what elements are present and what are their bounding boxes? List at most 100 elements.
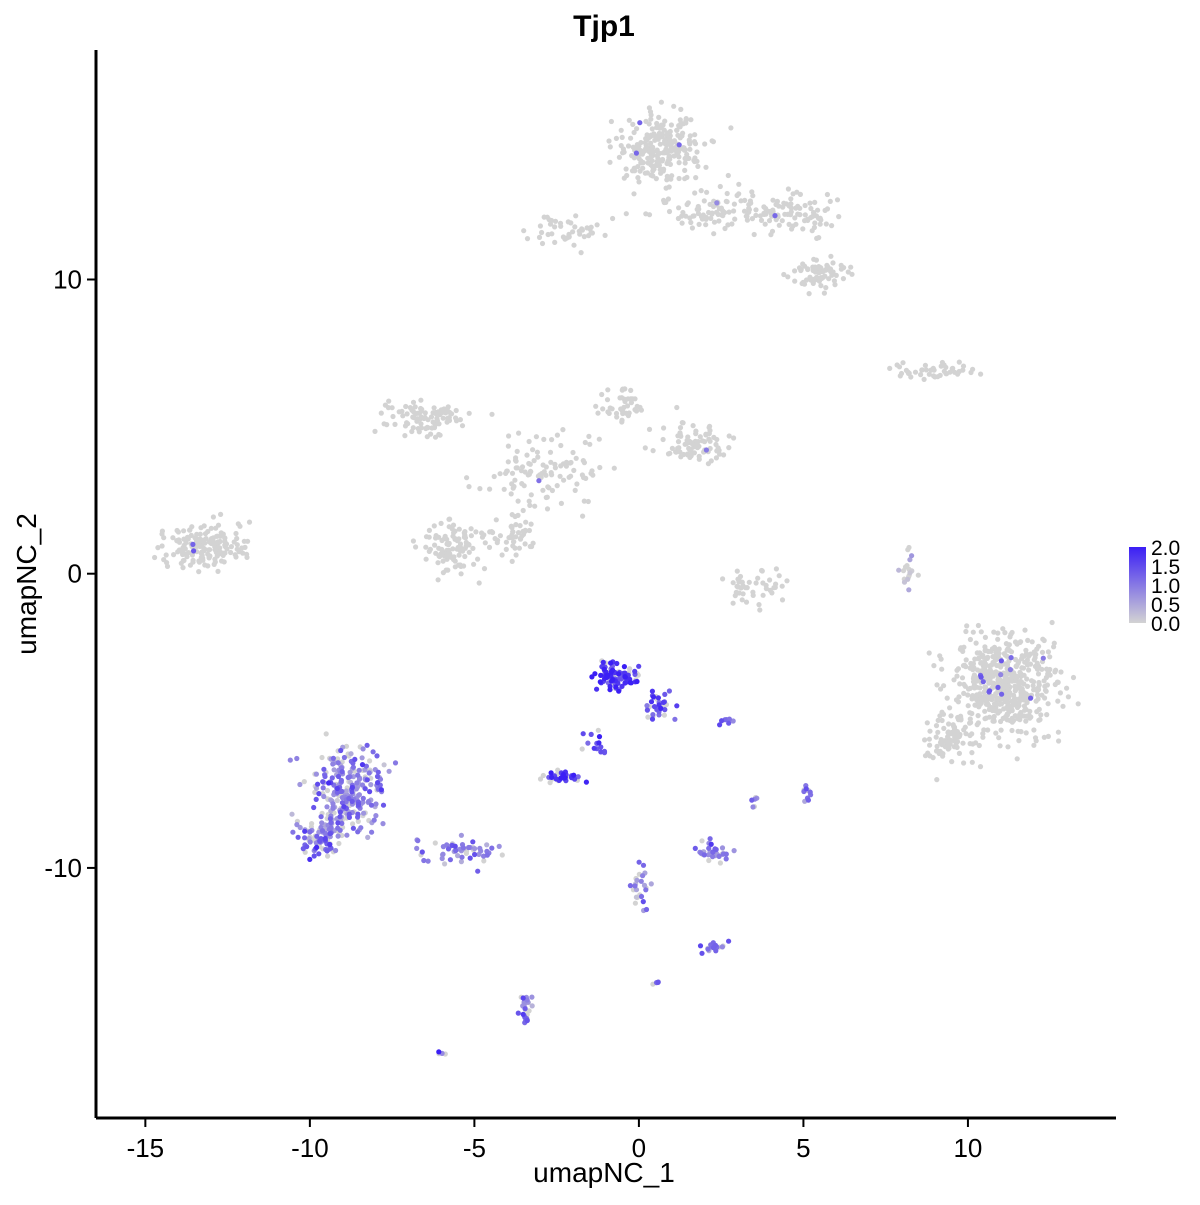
cell-point bbox=[963, 731, 969, 737]
cell-point bbox=[522, 541, 528, 547]
cell-point bbox=[1039, 666, 1045, 672]
cell-point bbox=[642, 170, 648, 176]
cell-point bbox=[963, 628, 969, 635]
cell-point bbox=[650, 448, 656, 454]
cell-point bbox=[1040, 655, 1046, 661]
cell-point bbox=[451, 530, 457, 536]
cell-point bbox=[1022, 707, 1028, 713]
cell-point bbox=[356, 776, 363, 782]
cell-point bbox=[1034, 709, 1040, 715]
cell-point bbox=[650, 712, 656, 718]
cell-point bbox=[616, 671, 622, 677]
cell-point bbox=[201, 545, 207, 551]
cell-point bbox=[736, 191, 742, 197]
cell-point bbox=[529, 994, 535, 1000]
cell-point bbox=[540, 772, 546, 779]
cell-point bbox=[624, 403, 631, 409]
cell-point bbox=[505, 459, 511, 465]
cell-point bbox=[634, 678, 640, 685]
cell-point bbox=[427, 546, 433, 552]
cell-point bbox=[666, 157, 672, 163]
cell-point bbox=[534, 449, 541, 455]
cell-point bbox=[475, 556, 481, 562]
x-tick-label: 5 bbox=[796, 1133, 810, 1163]
cell-point bbox=[596, 734, 603, 740]
cell-point bbox=[328, 820, 334, 826]
colorbar bbox=[1129, 547, 1146, 623]
cell-point bbox=[811, 224, 818, 231]
cell-point bbox=[667, 136, 673, 142]
cell-point bbox=[721, 452, 727, 458]
cell-point bbox=[1012, 713, 1018, 719]
cell-point bbox=[574, 481, 580, 487]
cell-point bbox=[514, 448, 520, 454]
cell-point bbox=[645, 714, 651, 720]
cell-point bbox=[516, 545, 523, 551]
cell-point bbox=[335, 820, 341, 826]
cell-point bbox=[980, 734, 986, 740]
cell-point bbox=[334, 785, 340, 792]
cell-point bbox=[439, 855, 445, 862]
cell-point bbox=[654, 159, 660, 165]
cell-point bbox=[651, 149, 657, 155]
cell-point bbox=[703, 216, 709, 222]
cell-point bbox=[318, 814, 324, 820]
cell-point bbox=[1052, 669, 1058, 675]
cell-point bbox=[613, 684, 619, 690]
cell-point bbox=[792, 268, 798, 274]
cell-point bbox=[462, 533, 468, 539]
cell-point bbox=[708, 841, 714, 847]
cell-point bbox=[213, 545, 219, 551]
cell-point bbox=[359, 762, 366, 768]
cell-point bbox=[806, 291, 812, 297]
cell-point bbox=[208, 525, 214, 531]
cell-point bbox=[535, 454, 541, 460]
cell-point bbox=[956, 733, 963, 739]
cell-point bbox=[978, 674, 984, 680]
cell-point bbox=[1003, 641, 1010, 647]
cell-point bbox=[426, 534, 432, 540]
cell-point bbox=[1030, 683, 1036, 689]
cell-point bbox=[676, 175, 682, 182]
cell-point bbox=[294, 822, 300, 828]
cell-point bbox=[337, 809, 343, 815]
cell-point bbox=[785, 186, 792, 192]
cell-point bbox=[717, 722, 723, 728]
cell-point bbox=[600, 659, 606, 666]
cell-point bbox=[606, 138, 612, 144]
cell-point bbox=[800, 226, 806, 232]
cell-point bbox=[378, 787, 384, 793]
cell-point bbox=[350, 825, 356, 831]
cell-point bbox=[553, 776, 559, 782]
cell-point bbox=[402, 433, 408, 439]
cell-point bbox=[560, 771, 567, 778]
cell-point bbox=[708, 458, 714, 464]
cell-point bbox=[668, 176, 674, 182]
cell-point bbox=[581, 234, 587, 240]
cell-point bbox=[797, 205, 803, 211]
cell-point bbox=[539, 229, 545, 236]
cell-point bbox=[316, 791, 322, 797]
cell-point bbox=[811, 266, 817, 272]
cell-point bbox=[780, 204, 786, 210]
cell-point bbox=[767, 587, 773, 594]
cell-point bbox=[210, 514, 216, 520]
cell-point bbox=[687, 215, 693, 221]
cell-point bbox=[471, 561, 477, 567]
cell-point bbox=[594, 686, 600, 692]
cell-point bbox=[314, 833, 320, 839]
cell-point bbox=[974, 722, 980, 728]
cell-point bbox=[557, 473, 563, 479]
cell-point bbox=[430, 419, 436, 425]
cell-point bbox=[490, 529, 496, 536]
cell-point bbox=[969, 750, 975, 756]
cell-point bbox=[674, 703, 680, 709]
cell-point bbox=[410, 538, 416, 544]
cell-point bbox=[921, 376, 927, 382]
cell-point bbox=[361, 810, 367, 816]
cell-point bbox=[1056, 738, 1062, 744]
cell-point bbox=[412, 404, 418, 410]
cell-point bbox=[583, 779, 590, 785]
cell-point bbox=[976, 742, 982, 749]
cell-point bbox=[558, 223, 564, 229]
